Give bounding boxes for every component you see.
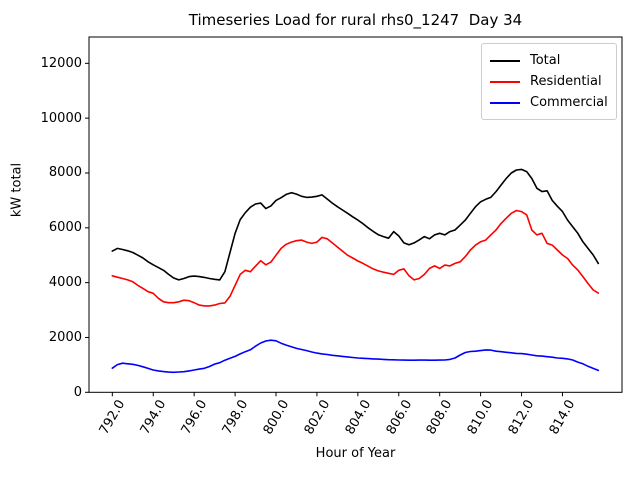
legend-item-total: Total <box>490 50 608 71</box>
series-line-total <box>111 168 600 281</box>
legend: Total Residential Commercial <box>481 43 617 120</box>
chart-title: Timeseries Load for rural rhs0_1247 Day … <box>188 11 523 29</box>
legend-swatch-total <box>490 59 520 62</box>
legend-item-residential: Residential <box>490 71 608 92</box>
legend-swatch-commercial <box>490 101 520 104</box>
y-tick-label: 4000 <box>48 275 82 291</box>
y-tick-label: 12000 <box>40 55 82 71</box>
y-tick-label: 6000 <box>48 220 82 236</box>
y-tick-label: 10000 <box>40 110 82 126</box>
legend-item-commercial: Commercial <box>490 92 608 113</box>
x-axis-label: Hour of Year <box>315 446 396 461</box>
y-axis-label: kW total <box>9 162 25 218</box>
series-line-residential <box>111 209 600 307</box>
legend-label: Total <box>530 53 561 68</box>
y-tick-label: 0 <box>73 384 82 400</box>
legend-swatch-residential <box>490 80 520 83</box>
y-tick-label: 2000 <box>48 329 82 345</box>
series-line-commercial <box>111 339 600 374</box>
legend-label: Residential <box>530 74 602 89</box>
axes-spines <box>88 36 623 393</box>
legend-label: Commercial <box>530 95 608 110</box>
y-tick-label: 8000 <box>48 165 82 181</box>
